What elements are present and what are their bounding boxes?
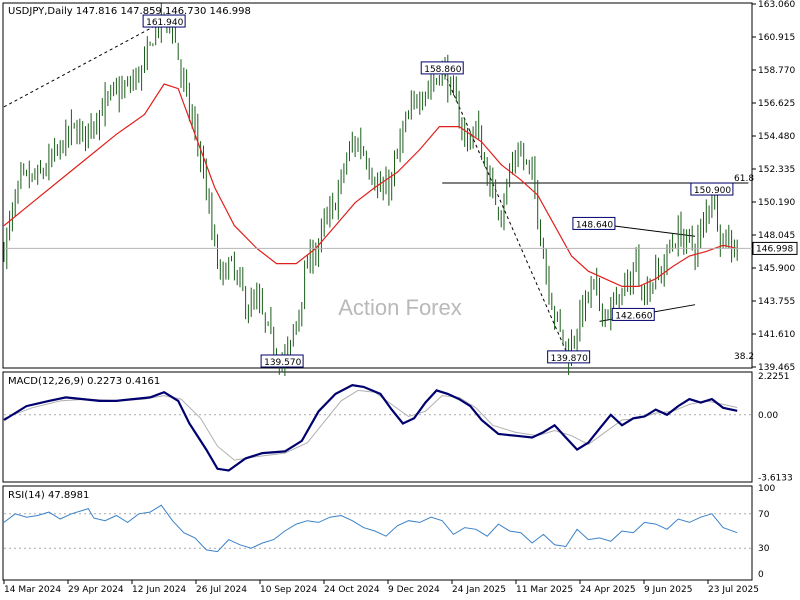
date-tick-label: 9 Jun 2025 — [644, 585, 692, 595]
rsi-tick-label: 30 — [758, 544, 770, 554]
fib-level-label: 61.8 — [734, 174, 754, 184]
price-annotation-label: 148.640 — [576, 220, 613, 230]
last-price-label: 146.998 — [756, 244, 793, 254]
price-annotation-box — [611, 307, 655, 321]
price-annotation-box — [142, 14, 186, 28]
trendline — [3, 20, 165, 108]
rsi-title: RSI(14) 47.8981 — [8, 490, 89, 501]
date-tick-label: 12 Jun 2024 — [132, 585, 186, 595]
last-price-box — [752, 241, 798, 255]
price-tick-label: 143.755 — [758, 297, 795, 307]
price-tick-label: 160.915 — [758, 33, 795, 43]
price-annotation-box — [690, 182, 734, 196]
macd-panel-frame — [2, 371, 753, 483]
ohlc-text: 147.816 147.859 146.730 146.998 — [76, 6, 251, 17]
price-annotation-box — [260, 354, 304, 368]
price-tick-label: 145.900 — [758, 264, 795, 274]
price-tick-label: 150.190 — [758, 198, 795, 208]
rsi-line — [3, 504, 738, 553]
date-axis: 14 Mar 2024 29 Apr 2024 12 Jun 2024 26 Jul … — [3, 580, 759, 595]
candles — [3, 3, 738, 376]
date-tick-label: 14 Mar 2024 — [4, 585, 61, 595]
rsi-tick-label: 70 — [758, 510, 770, 520]
price-tick-label: 163.060 — [758, 0, 795, 10]
price-annotation-box — [572, 216, 616, 230]
macd-tick-label: 2.2251 — [758, 372, 790, 382]
date-tick-label: 24 Jan 2025 — [452, 585, 506, 595]
price-annotation-label: 139.570 — [264, 358, 301, 368]
price-tick-label: 139.465 — [758, 363, 795, 373]
price-annotation-label: 150.900 — [694, 186, 731, 196]
macd-tick-label: -3.6133 — [758, 474, 793, 484]
price-annotations: 161.940 139.570 158.860 139.870 148.640 142.6… — [142, 14, 754, 368]
moving-average-line — [3, 83, 738, 287]
date-tick-label: 23 Jul 2025 — [708, 585, 759, 595]
macd-main-line — [3, 384, 738, 472]
price-tick-label: 156.625 — [758, 99, 795, 109]
date-tick-label: 9 Dec 2024 — [388, 585, 440, 595]
rsi-lines — [3, 504, 738, 553]
fib-level-label: 38.2 — [734, 352, 754, 362]
price-tick-label: 154.480 — [758, 132, 795, 142]
rsi-panel-frame — [2, 485, 753, 581]
date-tick-label: 29 Apr 2024 — [68, 585, 124, 595]
symbol-text: USDJPY,Daily — [8, 6, 73, 17]
trendline — [441, 67, 570, 358]
date-tick-label: 24 Oct 2024 — [324, 585, 380, 595]
date-tick-label: 24 Apr 2025 — [580, 585, 636, 595]
macd-title: MACD(12,26,9) 0.2273 0.4161 — [8, 376, 160, 387]
date-tick-label: 11 Mar 2025 — [516, 585, 573, 595]
price-tick-label: 148.045 — [758, 231, 795, 241]
price-annotation-box — [420, 61, 464, 75]
symbol-label: USDJPY,Daily 147.816 147.859 146.730 146… — [8, 6, 251, 17]
price-tick-label: 152.335 — [758, 165, 795, 175]
price-axis: 163.060 160.915 158.770 156.625 154.480 152.3… — [752, 0, 798, 373]
price-tick-label: 141.610 — [758, 330, 795, 340]
price-panel-frame — [2, 2, 753, 369]
macd-tick-label: 0.00 — [758, 411, 778, 421]
date-tick-label: 26 Jul 2024 — [196, 585, 247, 595]
price-annotation-label: 158.860 — [424, 65, 461, 75]
rsi-tick-label: 0 — [758, 570, 764, 580]
date-tick-label: 10 Sep 2024 — [260, 585, 317, 595]
macd-lines — [3, 384, 738, 472]
price-annotation-box — [547, 350, 591, 364]
rsi-axis: 100 70 30 0 — [4, 484, 775, 580]
price-annotation-label: 139.870 — [551, 354, 588, 364]
price-annotation-label: 161.940 — [146, 18, 183, 28]
price-tick-label: 158.770 — [758, 66, 795, 76]
rsi-tick-label: 100 — [758, 484, 775, 494]
watermark: Action Forex — [338, 295, 462, 320]
macd-axis: 2.2251 0.00 -3.6133 — [4, 372, 793, 484]
price-annotation-label: 142.660 — [615, 311, 652, 321]
